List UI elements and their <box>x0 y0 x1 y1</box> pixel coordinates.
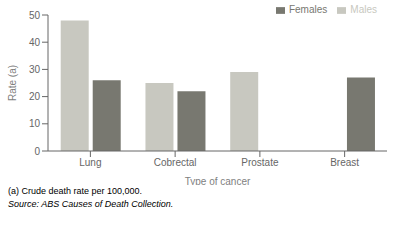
svg-text:10: 10 <box>29 118 41 129</box>
svg-text:Prostate: Prostate <box>241 157 279 168</box>
svg-text:Breast: Breast <box>330 157 359 168</box>
svg-text:30: 30 <box>29 64 41 75</box>
svg-text:0: 0 <box>34 146 40 157</box>
svg-text:20: 20 <box>29 91 41 102</box>
svg-text:Cobrectal: Cobrectal <box>154 157 197 168</box>
html-text:Females: Females <box>289 4 328 15</box>
svg-text:Lung: Lung <box>79 157 101 168</box>
svg-text:Type of cancer: Type of cancer <box>185 176 251 185</box>
html-text:(a) Crude death rate per 100,0: (a) Crude death rate per 100,000. <box>8 186 143 196</box>
html-text:Males: Males <box>350 4 377 15</box>
svg-text:Rate (a): Rate (a) <box>8 65 18 101</box>
html-text:Source: ABS Causes of Death Co: Source: ABS Causes of Death Collection. <box>8 199 174 209</box>
svg-text:40: 40 <box>29 37 41 48</box>
svg-text:50: 50 <box>29 10 41 21</box>
